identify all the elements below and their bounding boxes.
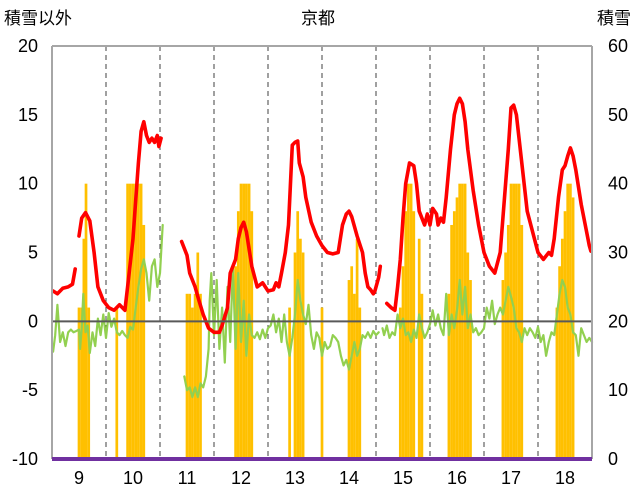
red-series-line bbox=[179, 139, 383, 335]
x-tick-label: 14 bbox=[339, 468, 359, 488]
left-tick-label: 15 bbox=[18, 105, 38, 125]
snow-bar bbox=[469, 280, 472, 459]
right-tick-label: 10 bbox=[608, 380, 628, 400]
x-tick-label: 13 bbox=[285, 468, 305, 488]
snow-bar bbox=[455, 197, 459, 459]
snow-bar bbox=[398, 307, 402, 459]
right-tick-label: 60 bbox=[608, 36, 628, 56]
snow-bar bbox=[301, 252, 305, 459]
snow-bar bbox=[82, 238, 86, 459]
snow-bar bbox=[193, 293, 197, 459]
snow-bar bbox=[560, 238, 564, 459]
snow-bar bbox=[296, 211, 300, 459]
snow-bar bbox=[293, 252, 297, 459]
right-tick-label: 40 bbox=[608, 174, 628, 194]
snow-bar bbox=[188, 293, 192, 459]
red-series-line bbox=[385, 96, 593, 313]
x-tick-label: 17 bbox=[501, 468, 521, 488]
snow-bar bbox=[504, 252, 507, 459]
x-tick-label: 9 bbox=[74, 468, 84, 488]
snow-bar bbox=[350, 266, 354, 459]
snow-bar bbox=[353, 293, 356, 459]
snow-bar bbox=[299, 238, 302, 459]
snow-bar bbox=[142, 224, 146, 459]
snow-bar bbox=[196, 252, 200, 459]
snow-bar bbox=[358, 307, 362, 459]
red-series-line bbox=[51, 267, 77, 296]
right-tick-label: 0 bbox=[608, 449, 618, 469]
left-tick-label: -5 bbox=[22, 380, 38, 400]
right-tick-label: 20 bbox=[608, 311, 628, 331]
left-axis-label: 積雪以外 bbox=[4, 9, 72, 29]
snow-bar bbox=[115, 307, 119, 459]
series-lines bbox=[51, 96, 594, 399]
snow-bar bbox=[401, 266, 405, 459]
right-tick-label: 30 bbox=[608, 243, 628, 263]
snow-bar bbox=[412, 211, 416, 459]
snow-bar bbox=[191, 307, 194, 459]
x-tick-label: 18 bbox=[555, 468, 575, 488]
right-axis-label: 積雪 bbox=[597, 9, 631, 29]
snow-bar bbox=[77, 307, 81, 459]
left-tick-label: -10 bbox=[12, 449, 38, 469]
snow-bar bbox=[558, 266, 561, 459]
snow-bar bbox=[420, 293, 424, 459]
snow-bar bbox=[80, 307, 84, 459]
snow-bar bbox=[87, 307, 91, 459]
x-tick-label: 12 bbox=[231, 468, 251, 488]
snow-bar bbox=[452, 211, 456, 459]
left-tick-label: 5 bbox=[28, 243, 38, 263]
snow-bar bbox=[450, 224, 453, 459]
snow-bar bbox=[506, 224, 510, 459]
red-series-line bbox=[77, 119, 163, 313]
left-tick-label: 0 bbox=[28, 311, 38, 331]
snow-bar bbox=[417, 238, 421, 459]
tick-labels: -10 -5 0 5 10 15 20 0 10 20 30 40 50 60 9 10 11 12 13 14 15 1… bbox=[12, 36, 628, 488]
snow-bar bbox=[185, 293, 189, 459]
chart-title: 京都 bbox=[301, 9, 335, 29]
snow-bar bbox=[199, 293, 202, 459]
snow-bar bbox=[563, 211, 567, 459]
snow-bar bbox=[466, 252, 470, 459]
snow-bar bbox=[355, 238, 359, 459]
snow-bar bbox=[555, 307, 559, 459]
right-tick-label: 50 bbox=[608, 105, 628, 125]
left-tick-label: 20 bbox=[18, 36, 38, 56]
snow-bar bbox=[288, 307, 291, 459]
left-tick-label: 10 bbox=[18, 174, 38, 194]
axes bbox=[51, 45, 593, 461]
x-tick-label: 15 bbox=[393, 468, 413, 488]
x-tick-label: 10 bbox=[123, 468, 143, 488]
snow-bar bbox=[447, 293, 451, 459]
green-series-line bbox=[183, 265, 380, 399]
green-series-line bbox=[381, 278, 594, 357]
snow-bar bbox=[234, 266, 237, 459]
snow-bar bbox=[320, 307, 324, 459]
snow-bar bbox=[236, 211, 240, 459]
snow-bar bbox=[501, 280, 505, 459]
x-tick-label: 16 bbox=[447, 468, 467, 488]
green-series-line bbox=[52, 223, 164, 355]
x-tick-label: 11 bbox=[178, 468, 197, 488]
